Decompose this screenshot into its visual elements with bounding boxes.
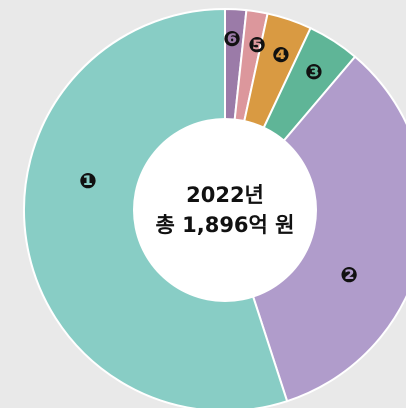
chart-subtitle: 총 1,896억 원: [155, 213, 294, 237]
slice-label: ❹: [272, 43, 290, 67]
donut-hole: [133, 118, 317, 302]
slice-label: ❺: [248, 33, 266, 57]
slice-label: ❷: [340, 263, 358, 287]
labels: ❻ ❺ ❹❸ ❷ ❶: [79, 27, 358, 287]
slice-label: ❸: [305, 60, 323, 84]
slice: [223, 55, 406, 403]
slice-label: ❶: [79, 169, 97, 193]
slice-label: ❻: [223, 27, 241, 51]
chart-title: 2022년: [186, 183, 264, 207]
